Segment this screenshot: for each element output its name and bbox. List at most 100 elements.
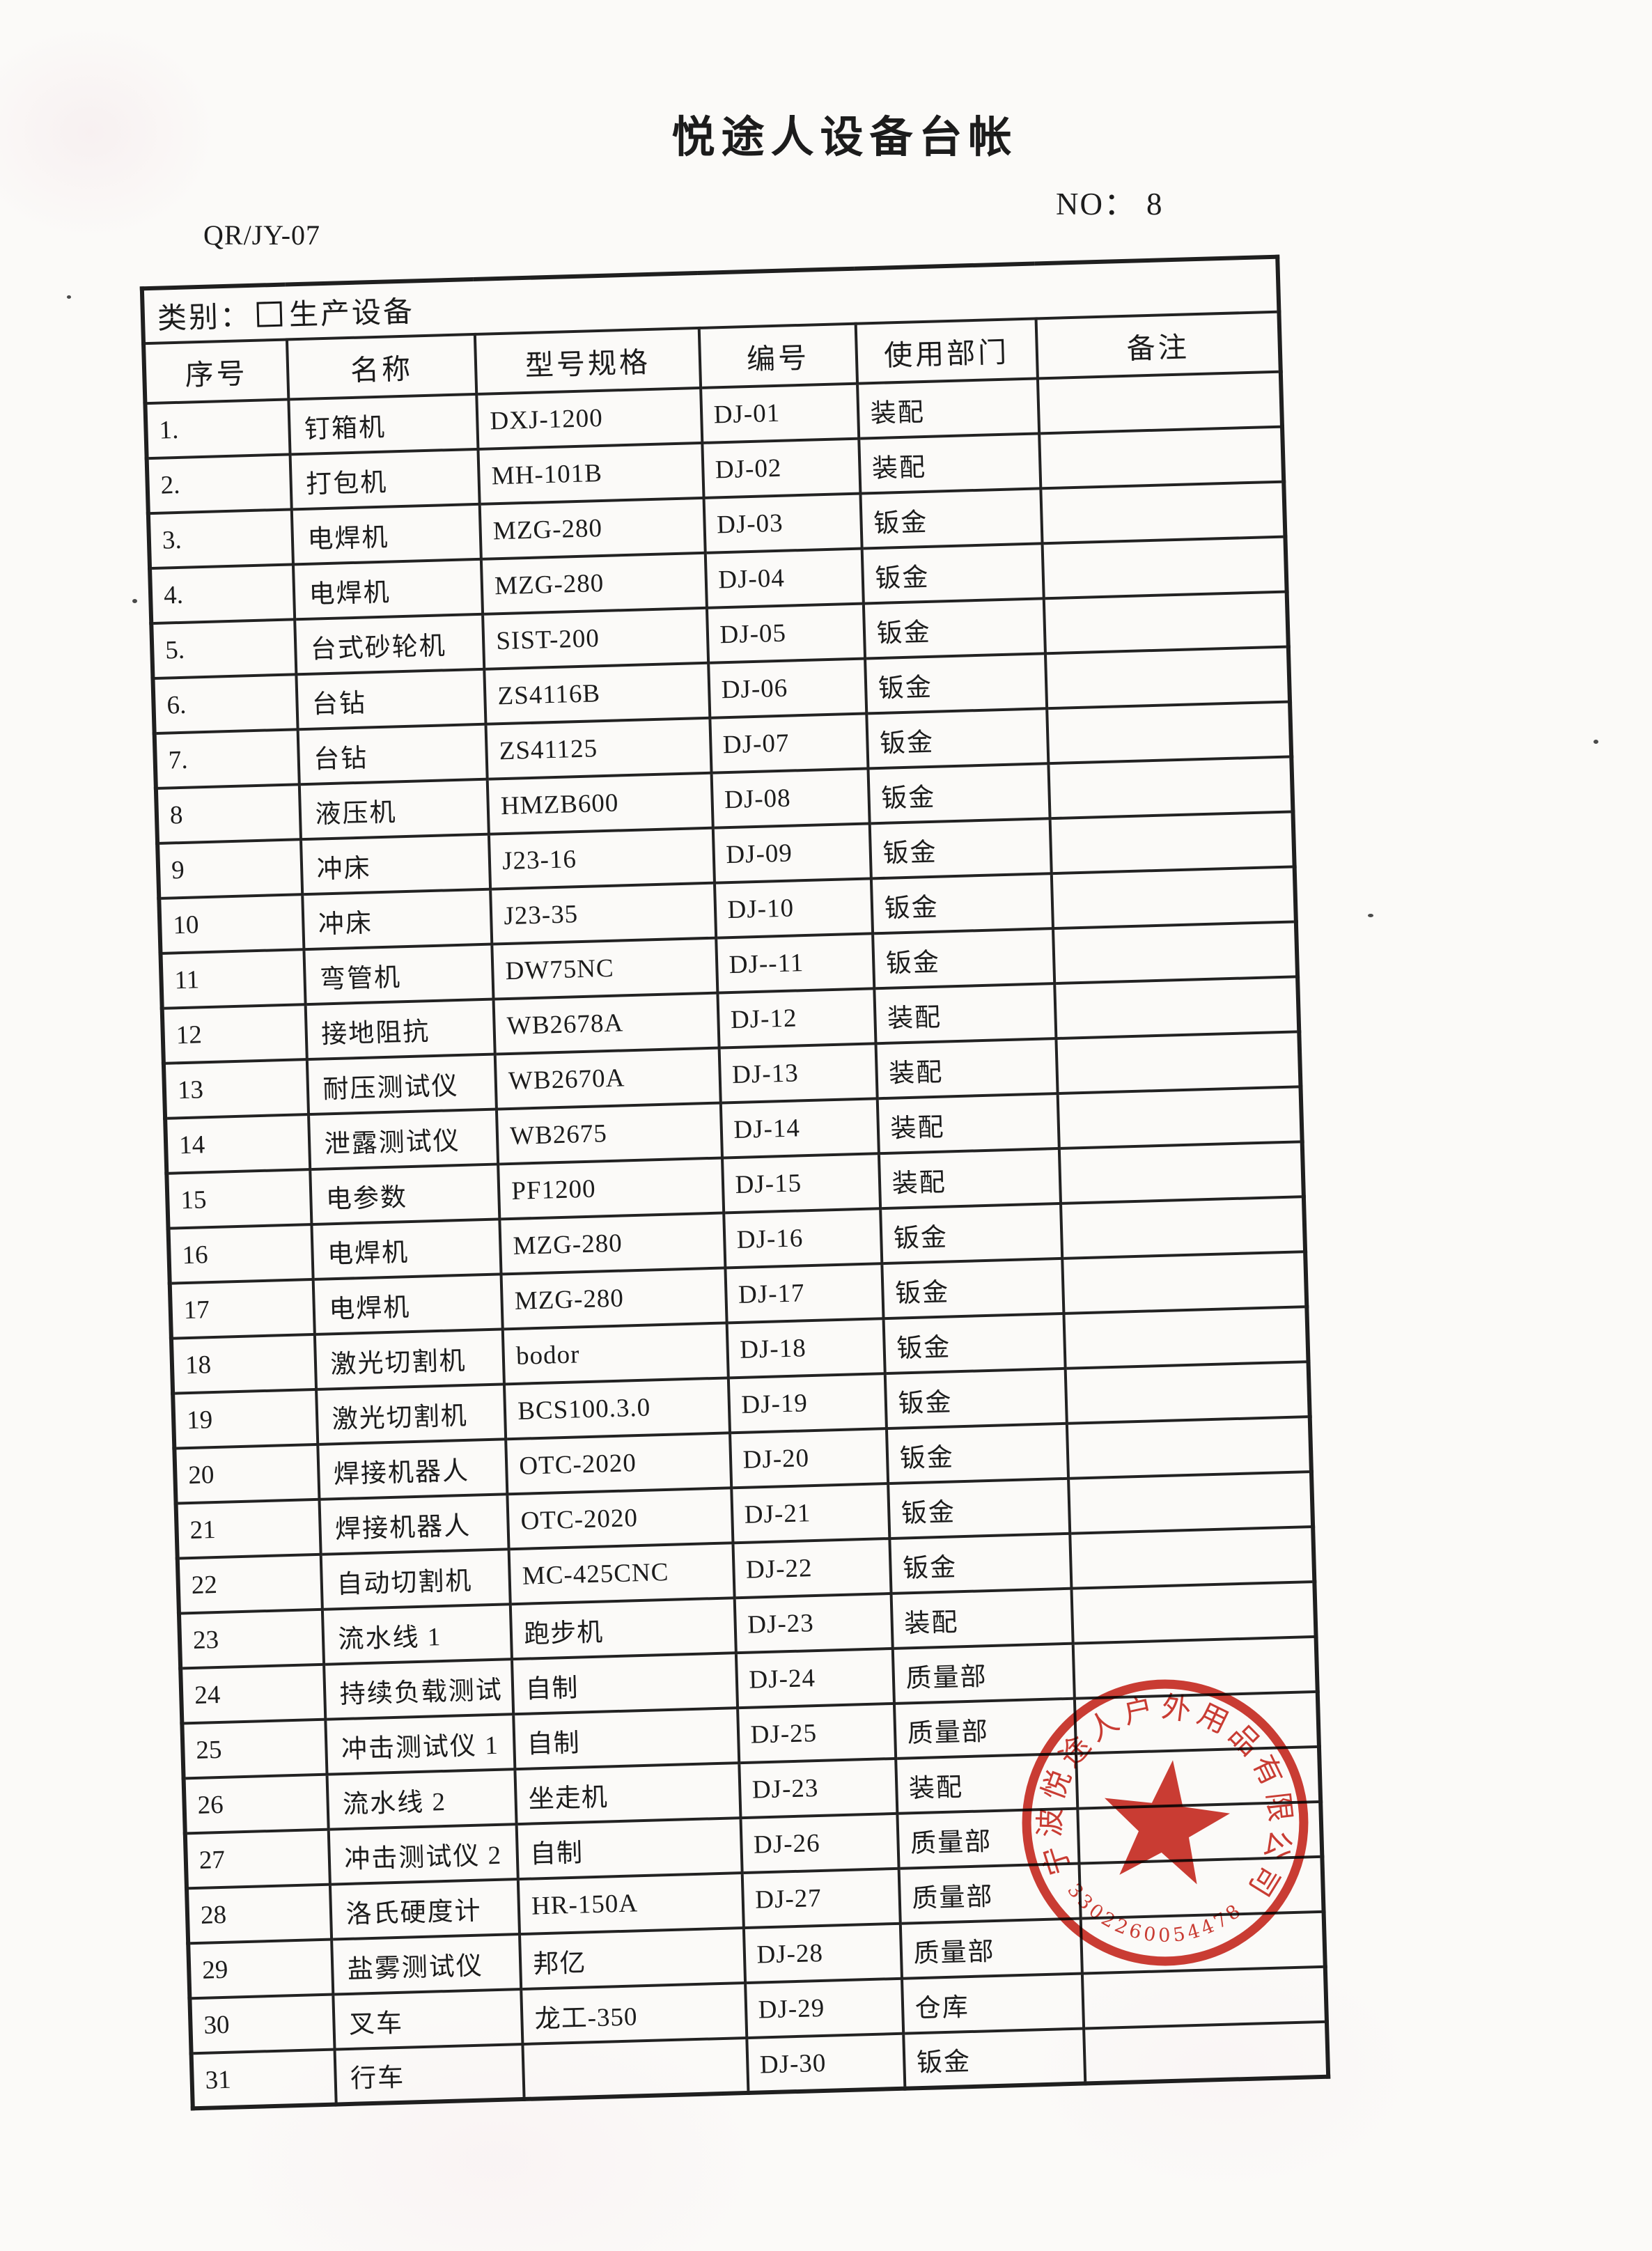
doc-number-line: NO： 8 [1056, 178, 1164, 224]
cell-department: 钣金 [885, 1368, 1067, 1429]
cell-code: DJ-27 [742, 1868, 901, 1929]
cell-note [1054, 976, 1300, 1039]
cell-seq: 11 [160, 949, 306, 1008]
cell-note [1045, 646, 1291, 709]
cell-seq: 12 [162, 1004, 307, 1064]
cell-code: DJ-28 [743, 1923, 902, 1984]
cell-department: 钣金 [886, 1423, 1068, 1484]
cell-seq: 29 [188, 1939, 333, 1999]
cell-seq: 22 [177, 1554, 322, 1614]
cell-model: HMZB600 [487, 772, 713, 834]
cell-department: 装配 [878, 1148, 1061, 1209]
cell-seq: 13 [163, 1059, 309, 1119]
cell-seq: 28 [186, 1884, 332, 1944]
cell-code: DJ-23 [738, 1758, 897, 1818]
form-code: QR/JY-07 [203, 219, 321, 251]
cell-seq: 30 [189, 1994, 335, 2054]
cell-department: 钣金 [881, 1258, 1064, 1319]
cell-model: ZS4116B [484, 662, 710, 724]
cell-name: 焊接机器人 [318, 1494, 509, 1555]
cell-department: 钣金 [903, 2028, 1086, 2089]
cell-note [1042, 536, 1287, 599]
cell-note [1052, 921, 1298, 984]
cell-name: 台钻 [295, 669, 486, 730]
cell-department: 钣金 [868, 763, 1050, 824]
cell-model [522, 2038, 749, 2099]
cell-model: MZG-280 [501, 1268, 727, 1330]
cell-code: DJ-21 [731, 1483, 889, 1543]
cell-code: DJ-03 [703, 493, 862, 553]
cell-name: 冲床 [300, 834, 491, 895]
cell-code: DJ-15 [722, 1153, 880, 1213]
cell-code: DJ-09 [712, 823, 871, 883]
cell-name: 电焊机 [293, 559, 483, 620]
cell-code: DJ-19 [728, 1373, 887, 1433]
cell-seq: 18 [171, 1334, 316, 1394]
cell-model: J23-35 [490, 882, 716, 944]
cell-name: 弯管机 [303, 944, 494, 1005]
scan-speck [67, 295, 71, 299]
cell-code: DJ-30 [746, 2033, 905, 2093]
cell-seq: 23 [178, 1609, 324, 1669]
cell-seq: 7. [154, 729, 299, 788]
cell-department: 钣金 [862, 543, 1044, 604]
cell-code: DJ-02 [701, 438, 861, 498]
cell-department: 钣金 [860, 488, 1043, 549]
cell-note [1070, 1527, 1315, 1589]
cell-seq: 19 [173, 1389, 318, 1449]
cell-seq: 3. [148, 509, 293, 569]
cell-model: PF1200 [498, 1158, 724, 1220]
cell-model: 龙工-350 [521, 1983, 747, 2044]
cell-name: 台式砂轮机 [294, 614, 485, 675]
cell-note [1063, 1307, 1309, 1369]
cell-code: DJ-05 [706, 603, 865, 663]
cell-department: 钣金 [887, 1478, 1070, 1539]
cell-model: 跑步机 [511, 1598, 736, 1660]
cell-note [1056, 1031, 1301, 1094]
cell-name: 冲击测试仪 1 [325, 1714, 515, 1775]
cell-name: 耐压测试仪 [306, 1054, 497, 1115]
cell-department: 装配 [891, 1588, 1073, 1649]
cell-code: DJ-06 [708, 658, 866, 718]
header-code: 编号 [699, 323, 857, 388]
cell-name: 接地阻抗 [305, 999, 495, 1060]
cell-department: 钣金 [863, 598, 1045, 659]
cell-name: 钉箱机 [288, 394, 478, 455]
cell-note [1037, 371, 1283, 434]
cell-name: 电焊机 [313, 1274, 503, 1334]
cell-department: 钣金 [866, 708, 1049, 769]
doc-number-value: 8 [1146, 187, 1164, 221]
cell-model: DXJ-1200 [476, 387, 702, 449]
cell-note [1059, 1142, 1304, 1204]
cell-seq: 5. [151, 619, 296, 679]
header-department: 使用部门 [855, 318, 1038, 384]
cell-code: DJ-14 [720, 1098, 879, 1158]
cell-seq: 20 [174, 1444, 319, 1504]
cell-code: DJ-16 [723, 1208, 882, 1268]
category-option: 生产设备 [288, 295, 415, 332]
cell-note [1084, 2021, 1329, 2084]
cell-seq: 2. [146, 454, 292, 514]
cell-seq: 8 [155, 784, 301, 843]
header-name: 名称 [286, 334, 477, 400]
scan-speck [1368, 914, 1373, 917]
cell-name: 电焊机 [291, 504, 482, 565]
cell-note [1071, 1581, 1316, 1644]
cell-code: DJ-22 [732, 1539, 891, 1598]
header-model: 型号规格 [475, 327, 701, 394]
scan-speck [132, 599, 137, 603]
header-note: 备注 [1036, 311, 1281, 379]
cell-code: DJ-13 [719, 1043, 878, 1103]
cell-name: 液压机 [299, 779, 490, 840]
cell-note [1062, 1252, 1307, 1314]
cell-model: WB2670A [494, 1047, 721, 1109]
cell-model: OTC-2020 [506, 1433, 731, 1495]
cell-name: 流水线 1 [322, 1604, 513, 1665]
cell-department: 钣金 [883, 1313, 1066, 1374]
cell-name: 泄露测试仪 [308, 1109, 499, 1170]
checkbox-unchecked-icon [256, 301, 283, 327]
cell-note [1057, 1086, 1302, 1148]
cell-model: bodor [502, 1323, 728, 1385]
cell-name: 持续负载测试 [323, 1659, 514, 1720]
